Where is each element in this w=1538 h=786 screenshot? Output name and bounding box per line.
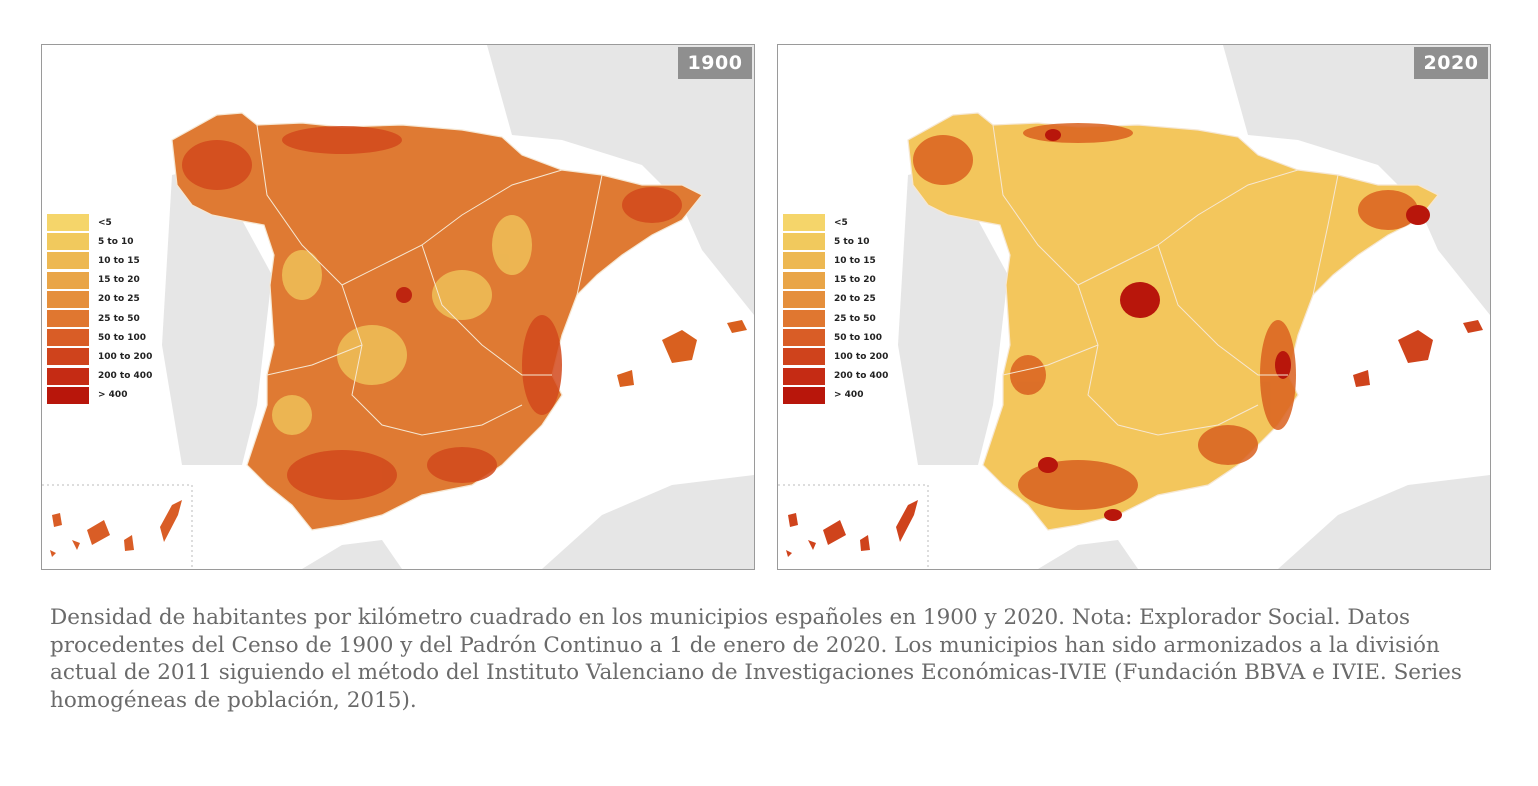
region-borders	[992, 124, 1339, 436]
legend-item: 50 to 100	[783, 328, 923, 347]
legend-item: 25 to 50	[783, 309, 923, 328]
legend-swatch	[47, 233, 89, 251]
legend-swatch	[47, 290, 89, 308]
legend-2020: <5 5 to 10 10 to 15 15 to 20 20 to 25 25…	[783, 213, 923, 405]
density-map-2020	[778, 45, 1490, 569]
neighbouring-land	[898, 45, 1490, 569]
legend-label: 5 to 10	[834, 236, 870, 247]
legend-label: 15 to 20	[98, 275, 140, 286]
legend-item: 15 to 20	[47, 271, 187, 290]
legend-label: 25 to 50	[98, 313, 140, 324]
legend-item: 200 to 400	[783, 367, 923, 386]
legend-swatch	[47, 386, 89, 404]
legend-item: 20 to 25	[783, 290, 923, 309]
legend-label: 10 to 15	[98, 255, 140, 266]
legend-label: <5	[98, 217, 112, 228]
legend-label: 25 to 50	[834, 313, 876, 324]
legend-swatch	[47, 310, 89, 328]
legend-swatch	[47, 271, 89, 289]
legend-swatch	[783, 252, 825, 270]
legend-item: > 400	[783, 386, 923, 405]
legend-item: 5 to 10	[47, 232, 187, 251]
legend-label: > 400	[98, 390, 128, 401]
legend-swatch	[783, 367, 825, 385]
spain-mainland	[171, 112, 703, 531]
legend-item: > 400	[47, 386, 187, 405]
legend-1900: <5 5 to 10 10 to 15 15 to 20 20 to 25 25…	[47, 213, 187, 405]
balearic-islands	[617, 320, 747, 387]
hotspots	[913, 123, 1418, 510]
major-cities	[1038, 129, 1430, 521]
year-label-2020: 2020	[1414, 47, 1488, 79]
map-panel-1900: 1900 <5 5 to 10 10 to 15 15 to 20 20 to …	[41, 44, 755, 570]
legend-item: <5	[783, 213, 923, 232]
legend-item: 100 to 200	[783, 347, 923, 366]
year-label-1900: 1900	[678, 47, 752, 79]
legend-label: 50 to 100	[834, 332, 883, 343]
legend-swatch	[783, 310, 825, 328]
legend-item: 10 to 15	[47, 251, 187, 270]
neighbouring-land	[162, 45, 754, 569]
legend-label: 20 to 25	[98, 294, 140, 305]
legend-label: 5 to 10	[98, 236, 134, 247]
figure-caption: Densidad de habitantes por kilómetro cua…	[50, 605, 1462, 713]
legend-swatch	[47, 329, 89, 347]
legend-label: 100 to 200	[834, 351, 889, 362]
spain-mainland	[907, 112, 1439, 531]
legend-label: 100 to 200	[98, 351, 153, 362]
legend-swatch	[783, 348, 825, 366]
legend-label: 200 to 400	[834, 371, 889, 382]
legend-swatch	[783, 271, 825, 289]
balearic-islands	[1353, 320, 1483, 387]
legend-label: 50 to 100	[98, 332, 147, 343]
legend-swatch	[783, 290, 825, 308]
legend-swatch	[783, 233, 825, 251]
legend-swatch	[47, 367, 89, 385]
legend-item: 50 to 100	[47, 328, 187, 347]
canary-islands-inset	[42, 484, 193, 569]
legend-label: > 400	[834, 390, 864, 401]
legend-label: 10 to 15	[834, 255, 876, 266]
legend-swatch	[47, 214, 89, 232]
legend-swatch	[783, 386, 825, 404]
canary-islands-inset	[778, 484, 929, 569]
legend-swatch	[47, 252, 89, 270]
legend-item: 100 to 200	[47, 347, 187, 366]
region-borders	[256, 124, 603, 436]
legend-item: 5 to 10	[783, 232, 923, 251]
legend-item: <5	[47, 213, 187, 232]
legend-label: 15 to 20	[834, 275, 876, 286]
legend-swatch	[783, 214, 825, 232]
legend-swatch	[47, 348, 89, 366]
light-patches	[272, 215, 532, 435]
density-map-1900	[42, 45, 754, 569]
map-panel-2020: 2020 <5 5 to 10 10 to 15 15 to 20 20 to …	[777, 44, 1491, 570]
legend-item: 25 to 50	[47, 309, 187, 328]
legend-label: 200 to 400	[98, 371, 153, 382]
legend-label: 20 to 25	[834, 294, 876, 305]
legend-item: 10 to 15	[783, 251, 923, 270]
legend-label: <5	[834, 217, 848, 228]
legend-swatch	[783, 329, 825, 347]
legend-item: 200 to 400	[47, 367, 187, 386]
legend-item: 15 to 20	[783, 271, 923, 290]
legend-item: 20 to 25	[47, 290, 187, 309]
hotspots	[182, 126, 682, 500]
